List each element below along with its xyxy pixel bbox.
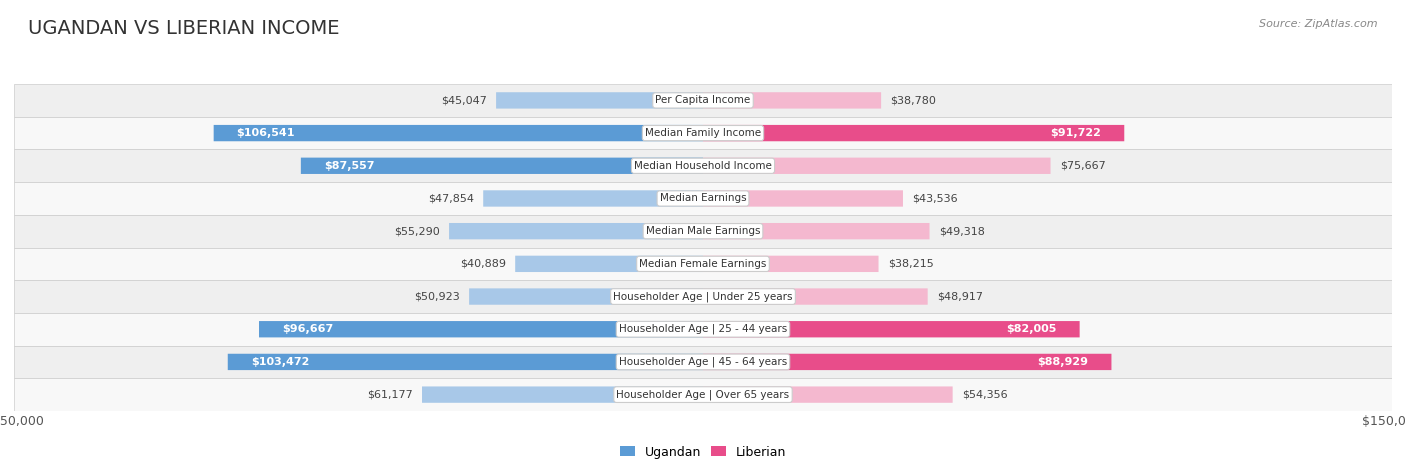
Text: Householder Age | 25 - 44 years: Householder Age | 25 - 44 years [619, 324, 787, 334]
Text: $75,667: $75,667 [1060, 161, 1105, 171]
Text: $96,667: $96,667 [283, 324, 333, 334]
FancyBboxPatch shape [703, 92, 882, 109]
Bar [14, 378, 1392, 411]
FancyBboxPatch shape [703, 354, 1112, 370]
Bar [14, 248, 1392, 280]
Text: Householder Age | 45 - 64 years: Householder Age | 45 - 64 years [619, 357, 787, 367]
Bar [14, 280, 1392, 313]
Text: UGANDAN VS LIBERIAN INCOME: UGANDAN VS LIBERIAN INCOME [28, 19, 340, 38]
Text: $106,541: $106,541 [236, 128, 295, 138]
Text: $48,917: $48,917 [936, 291, 983, 302]
FancyBboxPatch shape [259, 321, 703, 337]
Bar [14, 313, 1392, 346]
Text: $82,005: $82,005 [1007, 324, 1057, 334]
Text: Median Household Income: Median Household Income [634, 161, 772, 171]
FancyBboxPatch shape [228, 354, 703, 370]
Text: $87,557: $87,557 [323, 161, 374, 171]
FancyBboxPatch shape [449, 223, 703, 240]
Text: $88,929: $88,929 [1038, 357, 1088, 367]
Text: Median Family Income: Median Family Income [645, 128, 761, 138]
FancyBboxPatch shape [703, 223, 929, 240]
Text: $91,722: $91,722 [1050, 128, 1101, 138]
Text: $45,047: $45,047 [441, 95, 486, 106]
FancyBboxPatch shape [422, 387, 703, 403]
FancyBboxPatch shape [703, 387, 953, 403]
Bar [14, 346, 1392, 378]
Bar [14, 182, 1392, 215]
Bar [14, 215, 1392, 248]
FancyBboxPatch shape [703, 321, 1080, 337]
FancyBboxPatch shape [703, 125, 1125, 142]
Text: $55,290: $55,290 [394, 226, 440, 236]
Text: $47,854: $47,854 [427, 193, 474, 204]
Bar [14, 117, 1392, 149]
Text: $61,177: $61,177 [367, 389, 413, 400]
FancyBboxPatch shape [703, 288, 928, 305]
FancyBboxPatch shape [301, 158, 703, 174]
Text: Median Male Earnings: Median Male Earnings [645, 226, 761, 236]
Text: Householder Age | Over 65 years: Householder Age | Over 65 years [616, 389, 790, 400]
Text: Householder Age | Under 25 years: Householder Age | Under 25 years [613, 291, 793, 302]
Text: Per Capita Income: Per Capita Income [655, 95, 751, 106]
Text: Median Earnings: Median Earnings [659, 193, 747, 204]
Text: $38,215: $38,215 [887, 259, 934, 269]
FancyBboxPatch shape [470, 288, 703, 305]
FancyBboxPatch shape [214, 125, 703, 142]
Legend: Ugandan, Liberian: Ugandan, Liberian [614, 440, 792, 464]
FancyBboxPatch shape [515, 256, 703, 272]
Text: Median Female Earnings: Median Female Earnings [640, 259, 766, 269]
Text: $38,780: $38,780 [890, 95, 936, 106]
FancyBboxPatch shape [703, 191, 903, 206]
Bar [14, 149, 1392, 182]
FancyBboxPatch shape [703, 256, 879, 272]
Text: $103,472: $103,472 [250, 357, 309, 367]
FancyBboxPatch shape [484, 191, 703, 206]
Bar [14, 84, 1392, 117]
Text: Source: ZipAtlas.com: Source: ZipAtlas.com [1260, 19, 1378, 28]
Text: $49,318: $49,318 [939, 226, 984, 236]
Text: $54,356: $54,356 [962, 389, 1008, 400]
Text: $40,889: $40,889 [460, 259, 506, 269]
FancyBboxPatch shape [496, 92, 703, 109]
Text: $50,923: $50,923 [415, 291, 460, 302]
Text: $43,536: $43,536 [912, 193, 957, 204]
FancyBboxPatch shape [703, 158, 1050, 174]
